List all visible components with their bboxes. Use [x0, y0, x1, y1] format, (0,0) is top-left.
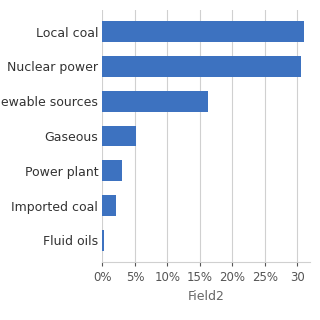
Bar — [102, 56, 301, 77]
Bar — [102, 230, 104, 251]
Bar — [102, 91, 208, 112]
X-axis label: Field2: Field2 — [188, 290, 225, 303]
Bar — [102, 21, 304, 42]
Bar — [102, 195, 116, 216]
Bar — [102, 160, 122, 181]
Bar — [102, 125, 136, 147]
